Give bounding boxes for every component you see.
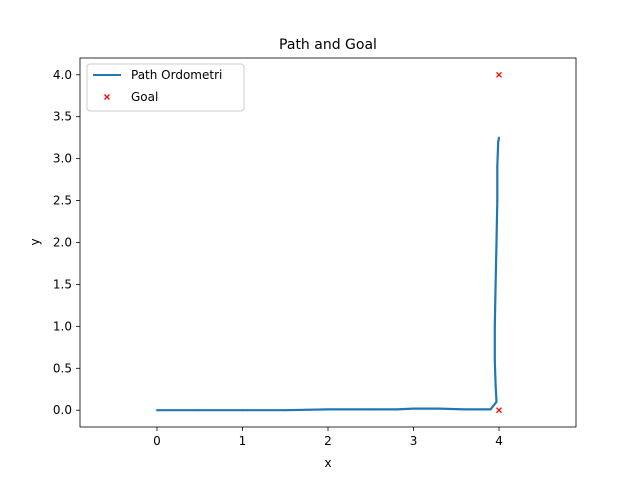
- path-point: [494, 283, 497, 286]
- path-point: [327, 408, 329, 411]
- y-axis-label: y: [28, 238, 42, 245]
- path-point: [155, 409, 158, 412]
- series-line-path: [157, 137, 501, 412]
- path-point: [489, 408, 492, 411]
- y-tick-label: 3.0: [53, 152, 72, 166]
- x-tick-label: 1: [239, 434, 247, 448]
- path-point: [496, 166, 499, 169]
- path-point: [495, 400, 498, 403]
- y-axis-ticks: 0.0 0.5 1.0 1.5 2.0 2.5 3.0 3.5 4.0: [53, 68, 80, 417]
- path-point: [497, 140, 500, 143]
- x-tick-label: 0: [153, 434, 161, 448]
- path-point: [198, 409, 201, 412]
- legend-line-marker: [106, 74, 108, 76]
- goal-marker: [496, 71, 502, 78]
- legend-goal-swatch: [104, 94, 110, 100]
- legend-label: Goal: [131, 90, 158, 104]
- plot-area: [79, 57, 577, 428]
- path-point: [438, 407, 441, 410]
- y-tick-label: 1.0: [53, 319, 72, 333]
- path-point: [412, 407, 415, 410]
- x-axis-label: x: [324, 456, 331, 470]
- path-point: [493, 325, 496, 328]
- path-point: [498, 136, 501, 139]
- x-tick-label: 3: [410, 434, 418, 448]
- y-tick-label: 0.5: [53, 361, 72, 375]
- chart-title: Path and Goal: [279, 37, 377, 53]
- y-tick-label: 1.5: [53, 277, 72, 291]
- path-point: [495, 241, 498, 244]
- path-point: [284, 409, 287, 412]
- path-point: [494, 384, 497, 387]
- x-tick-label: 2: [324, 434, 332, 448]
- axes-frame: [79, 57, 577, 428]
- path-point: [395, 408, 398, 411]
- y-tick-label: 4.0: [53, 68, 72, 82]
- path-point: [369, 408, 372, 411]
- path-point: [496, 199, 499, 202]
- y-tick-label: 0.0: [53, 403, 72, 417]
- x-axis-ticks: 0 1 2 3 4: [153, 427, 503, 448]
- legend: Path Ordometri Goal: [86, 63, 245, 112]
- legend-label: Path Ordometri: [131, 68, 222, 82]
- goal-marker: [496, 407, 502, 414]
- path-point: [493, 358, 496, 361]
- y-tick-label: 2.5: [53, 194, 72, 208]
- path-point: [463, 408, 466, 411]
- y-tick-label: 2.0: [53, 236, 72, 250]
- path-point: [241, 409, 244, 412]
- y-tick-label: 3.5: [53, 110, 72, 124]
- legend-box: [86, 63, 245, 112]
- x-tick-label: 4: [495, 434, 503, 448]
